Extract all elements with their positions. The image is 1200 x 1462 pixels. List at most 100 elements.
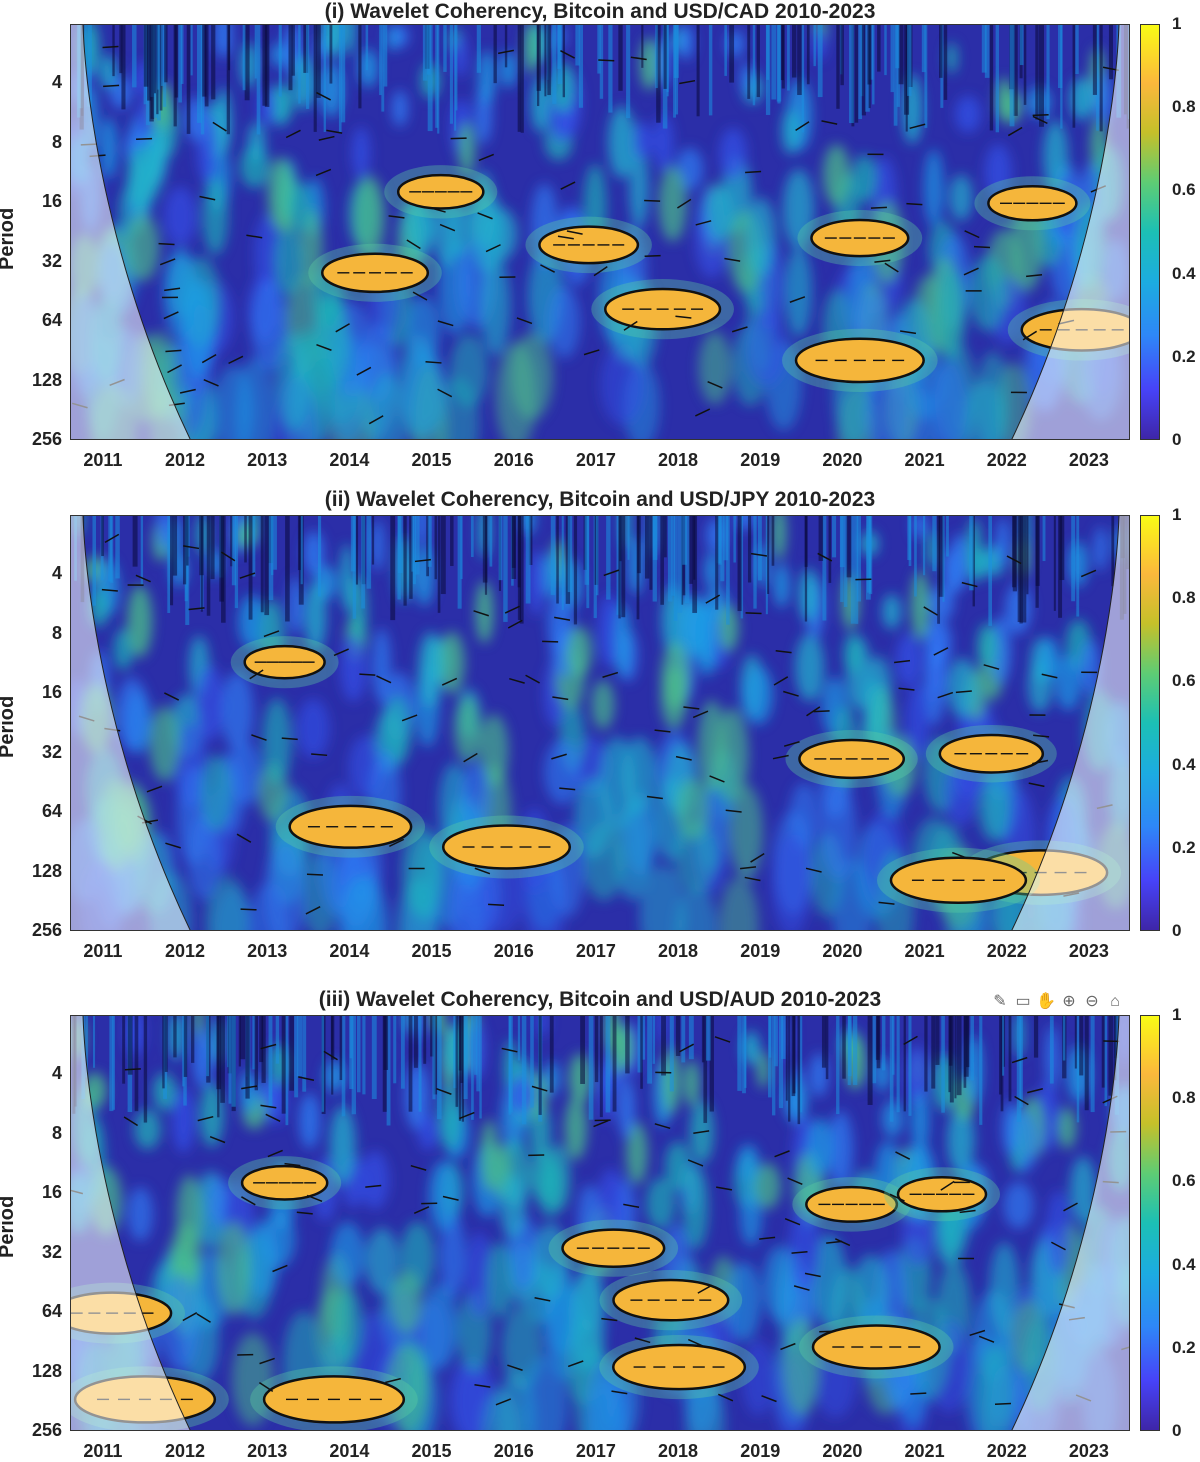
- x-tick-label: 2021: [895, 941, 955, 962]
- significance-region: [782, 329, 938, 392]
- x-tick-label: 2022: [977, 1441, 1037, 1462]
- x-tick-label: 2016: [484, 450, 544, 471]
- x-tick-label: 2013: [237, 450, 297, 471]
- datatip-icon[interactable]: ▭: [1013, 992, 1033, 1012]
- y-tick-label: 16: [12, 1182, 62, 1203]
- significance-region: [884, 1167, 1000, 1221]
- coherency-heatmap-2: [71, 516, 1130, 931]
- x-tick-label: 2014: [319, 941, 379, 962]
- colorbar-tick-label: 0.2: [1172, 1338, 1196, 1358]
- colorbar-tick-label: 0.8: [1172, 588, 1196, 608]
- y-tick-label: 64: [12, 1301, 62, 1322]
- x-tick-label: 2020: [812, 450, 872, 471]
- significance-region: [276, 796, 425, 858]
- significance-region: [877, 848, 1040, 913]
- colorbar-tick-label: 0.2: [1172, 838, 1196, 858]
- x-tick-label: 2016: [484, 941, 544, 962]
- significance-region: [549, 1220, 679, 1277]
- x-tick-label: 2014: [319, 1441, 379, 1462]
- home-icon[interactable]: ⌂: [1105, 992, 1125, 1012]
- colorbar-tick-label: 0.4: [1172, 1255, 1196, 1275]
- x-tick-label: 2017: [566, 1441, 626, 1462]
- x-tick-label: 2020: [812, 1441, 872, 1462]
- y-tick-label: 256: [12, 1420, 62, 1441]
- coherency-heatmap-3: [71, 1016, 1130, 1431]
- y-tick-label: 32: [12, 1242, 62, 1263]
- zoom-in-icon[interactable]: ⊕: [1059, 992, 1079, 1012]
- significance-region: [308, 244, 442, 302]
- significance-region: [785, 730, 917, 788]
- significance-region: [974, 176, 1090, 230]
- x-tick-label: 2018: [648, 1441, 708, 1462]
- y-tick-label: 4: [12, 1063, 62, 1084]
- x-tick-label: 2012: [155, 1441, 215, 1462]
- x-tick-label: 2023: [1059, 1441, 1119, 1462]
- significance-region: [429, 816, 584, 879]
- heatmap-plot-2[interactable]: [70, 515, 1130, 931]
- y-tick-label: 8: [12, 132, 62, 153]
- y-tick-label: 64: [12, 801, 62, 822]
- x-tick-label: 2017: [566, 941, 626, 962]
- x-tick-label: 2018: [648, 941, 708, 962]
- significance-region: [525, 217, 652, 273]
- x-tick-label: 2018: [648, 450, 708, 471]
- x-tick-label: 2023: [1059, 941, 1119, 962]
- x-tick-label: 2014: [319, 450, 379, 471]
- chart-title-1: (i) Wavelet Coherency, Bitcoin and USD/C…: [70, 0, 1130, 24]
- x-tick-label: 2022: [977, 450, 1037, 471]
- y-tick-label: 128: [12, 861, 62, 882]
- colorbar-tick-label: 1: [1172, 505, 1181, 525]
- y-tick-label: 128: [12, 1361, 62, 1382]
- significance-region: [926, 725, 1057, 783]
- y-tick-label: 64: [12, 310, 62, 331]
- x-tick-label: 2015: [402, 1441, 462, 1462]
- y-tick-label: 32: [12, 251, 62, 272]
- x-tick-label: 2015: [402, 450, 462, 471]
- x-tick-label: 2020: [812, 941, 872, 962]
- colorbar-tick-label: 0.6: [1172, 180, 1196, 200]
- significance-region: [797, 210, 922, 266]
- y-tick-label: 256: [12, 429, 62, 450]
- colorbar-tick-label: 0.6: [1172, 671, 1196, 691]
- significance-region: [599, 1335, 759, 1399]
- y-tick-label: 8: [12, 623, 62, 644]
- significance-region: [591, 279, 734, 339]
- significance-region: [599, 1270, 742, 1330]
- y-tick-label: 4: [12, 72, 62, 93]
- colorbar-2: [1140, 515, 1160, 931]
- heatmap-plot-3[interactable]: [70, 1015, 1130, 1431]
- x-tick-label: 2012: [155, 941, 215, 962]
- x-tick-label: 2013: [237, 1441, 297, 1462]
- x-tick-label: 2011: [73, 450, 133, 471]
- x-tick-label: 2017: [566, 450, 626, 471]
- x-tick-label: 2019: [730, 1441, 790, 1462]
- chart-title-2: (ii) Wavelet Coherency, Bitcoin and USD/…: [70, 488, 1130, 512]
- colorbar-tick-label: 1: [1172, 14, 1181, 34]
- brush-icon[interactable]: ✎: [990, 992, 1010, 1012]
- colorbar-tick-label: 0.2: [1172, 347, 1196, 367]
- colorbar-tick-label: 0.8: [1172, 1088, 1196, 1108]
- chart-title-3: (iii) Wavelet Coherency, Bitcoin and USD…: [70, 988, 1130, 1012]
- x-tick-label: 2015: [402, 941, 462, 962]
- x-tick-label: 2011: [73, 941, 133, 962]
- significance-region: [799, 1316, 954, 1379]
- x-tick-label: 2016: [484, 1441, 544, 1462]
- colorbar-1: [1140, 24, 1160, 440]
- y-tick-label: 16: [12, 191, 62, 212]
- x-tick-label: 2022: [977, 941, 1037, 962]
- x-tick-label: 2019: [730, 941, 790, 962]
- colorbar-tick-label: 0.6: [1172, 1171, 1196, 1191]
- colorbar-tick-label: 0.4: [1172, 264, 1196, 284]
- y-tick-label: 256: [12, 920, 62, 941]
- significance-region: [231, 636, 339, 688]
- x-tick-label: 2011: [73, 1441, 133, 1462]
- significance-region: [250, 1366, 418, 1431]
- heatmap-plot-1[interactable]: [70, 24, 1130, 440]
- zoom-out-icon[interactable]: ⊖: [1082, 992, 1102, 1012]
- colorbar-tick-label: 0.4: [1172, 755, 1196, 775]
- colorbar-3: [1140, 1015, 1160, 1431]
- x-tick-label: 2023: [1059, 450, 1119, 471]
- pan-icon[interactable]: ✋: [1036, 992, 1056, 1012]
- colorbar-tick-label: 0: [1172, 921, 1181, 941]
- x-tick-label: 2019: [730, 450, 790, 471]
